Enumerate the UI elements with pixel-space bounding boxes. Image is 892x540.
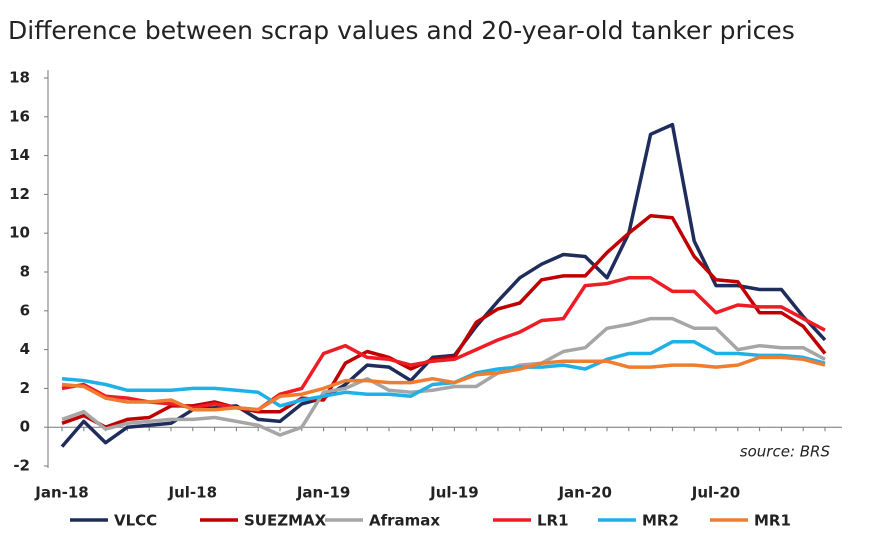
x-tick-label: Jul-19 <box>429 484 479 502</box>
y-tick-label: 6 <box>20 301 30 319</box>
legend-label: MR1 <box>754 512 791 530</box>
x-tick-label: Jul-18 <box>168 484 218 502</box>
chart-title: Difference between scrap values and 20-y… <box>8 16 795 45</box>
x-tick-label: Jul-20 <box>691 484 741 502</box>
y-tick-label: 18 <box>9 69 30 87</box>
series-line <box>61 355 826 412</box>
annotation: source: BRS <box>740 443 831 461</box>
y-tick-label: 2 <box>20 379 30 397</box>
y-tick-label: 0 <box>20 418 30 436</box>
x-tick-label: Jan-20 <box>557 484 611 502</box>
x-tick-label: Jan-19 <box>296 484 350 502</box>
series-line <box>61 213 827 429</box>
x-tick-label: Jan-18 <box>34 484 88 502</box>
series-line <box>61 340 826 408</box>
y-tick-label: 12 <box>9 185 30 203</box>
legend-label: Aframax <box>369 512 440 530</box>
y-tick-label: -2 <box>13 457 30 475</box>
y-tick-label: 8 <box>20 263 30 281</box>
y-tick-label: 10 <box>9 224 30 242</box>
y-tick-label: 14 <box>9 146 30 164</box>
legend-label: MR2 <box>642 512 679 530</box>
y-tick-label: 16 <box>9 107 30 125</box>
series-line <box>60 122 827 448</box>
legend-label: VLCC <box>114 512 157 530</box>
series-line <box>61 316 826 437</box>
y-tick-label: 4 <box>20 340 30 358</box>
legend-label: SUEZMAX <box>244 512 327 530</box>
legend-label: LR1 <box>537 512 569 530</box>
